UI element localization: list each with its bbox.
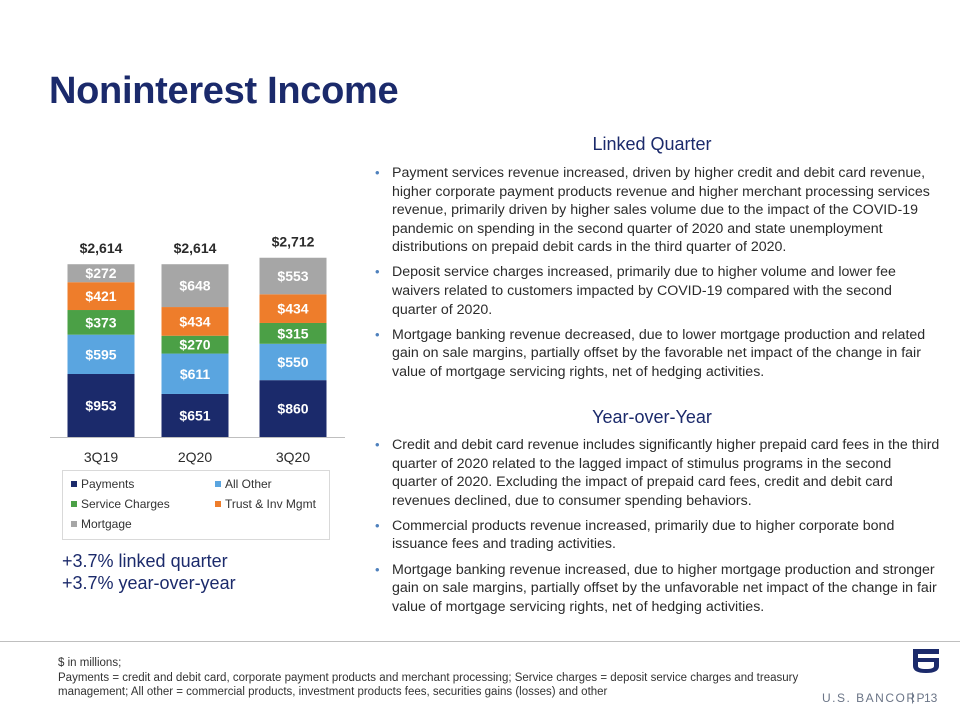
bar-total-label: $2,614 <box>80 240 123 256</box>
linked-quarter-bullet: • Payment services revenue increased, dri… <box>375 165 930 256</box>
legend-item: Trust & Inv Mgmt <box>215 497 316 511</box>
growth-summary: +3.7% linked quarter +3.7% year-over-yea… <box>62 550 236 594</box>
bar-value-label: $421 <box>85 288 116 304</box>
bar-segment-mortgage <box>67 264 135 283</box>
bar-segment-trust-inv-mgmt <box>259 294 327 323</box>
legend-swatch <box>71 501 77 507</box>
legend-swatch <box>71 521 77 527</box>
growth-year-over-year: +3.7% year-over-year <box>62 573 236 593</box>
bar-value-label: $651 <box>179 407 210 423</box>
brand-name: U.S. BANCORP <box>822 691 927 705</box>
bar-value-label: $953 <box>85 398 116 414</box>
footer-divider <box>0 641 960 642</box>
legend-label: Mortgage <box>81 517 132 531</box>
bar-total-label: $2,614 <box>174 240 217 256</box>
bullet-dot-icon: • <box>375 326 380 342</box>
footnote-definitions: Payments = credit and debit card, corpor… <box>58 671 799 699</box>
legend-label: All Other <box>225 477 272 491</box>
legend-swatch <box>71 481 77 487</box>
bullet-dot-icon: • <box>375 437 380 452</box>
bar-segment-mortgage <box>161 264 229 308</box>
bar-segment-payments <box>161 393 229 437</box>
bullet-dot-icon: • <box>375 264 380 280</box>
linked-quarter-bullets: • Payment services revenue increased, dri… <box>372 164 940 388</box>
legend-swatch <box>215 481 221 487</box>
year-over-year-bullet: • Mortgage banking revenue increased, due… <box>375 561 937 615</box>
bar-segment-service-charges <box>67 310 135 335</box>
year-over-year-heading: Year-over-Year <box>592 407 712 427</box>
x-tick-label: 2Q20 <box>178 449 212 465</box>
bar-segment-all-other <box>161 353 229 394</box>
year-over-year-bullet: • Commercial products revenue increased, … <box>375 517 895 553</box>
bullet-dot-icon: • <box>375 517 380 533</box>
bar-value-label: $648 <box>179 278 210 294</box>
legend-item: Mortgage <box>71 517 132 531</box>
footnote: $ in millions; Payments = credit and deb… <box>58 656 838 700</box>
bar-segment-payments <box>67 374 135 437</box>
bullet-dot-icon: • <box>375 165 380 180</box>
bar-value-label: $272 <box>85 265 116 281</box>
bar-value-label: $550 <box>277 354 308 370</box>
legend-label: Trust & Inv Mgmt <box>225 497 316 511</box>
bar-segment-all-other <box>259 343 327 381</box>
linked-quarter-bullet: • Deposit service charges increased, prim… <box>375 264 896 318</box>
legend-label: Payments <box>81 477 135 491</box>
footer-separator: | <box>911 690 915 704</box>
bar-segment-trust-inv-mgmt <box>67 282 135 311</box>
bar-value-label: $434 <box>277 301 308 317</box>
bar-segment-mortgage <box>259 257 327 295</box>
year-over-year-bullets: • Credit and debit card revenue includes … <box>372 436 940 623</box>
legend-item: All Other <box>215 477 272 491</box>
bar-total-label: $2,712 <box>272 234 315 250</box>
bar-value-label: $860 <box>277 401 308 417</box>
linked-quarter-heading: Linked Quarter <box>592 134 712 154</box>
bar-segment-service-charges <box>259 322 327 344</box>
legend-item: Payments <box>71 477 134 491</box>
bar-value-label: $434 <box>179 313 210 329</box>
growth-linked-quarter: +3.7% linked quarter <box>62 551 228 571</box>
bar-value-label: $315 <box>277 325 308 341</box>
bar-value-label: $595 <box>85 346 116 362</box>
bar-segment-all-other <box>67 334 135 375</box>
legend-swatch <box>215 501 221 507</box>
chart-legend: Payments All Other Service Charges Trust & … <box>62 470 330 540</box>
bar-value-label: $373 <box>85 314 116 330</box>
bar-segment-service-charges <box>161 335 229 354</box>
x-tick-label: 3Q19 <box>84 449 118 465</box>
bar-segment-trust-inv-mgmt <box>161 307 229 336</box>
bullet-dot-icon: • <box>375 561 380 577</box>
legend-item: Service Charges <box>71 497 170 511</box>
year-over-year-bullet: • Credit and debit card revenue includes … <box>375 437 940 509</box>
x-tick-label: 3Q20 <box>276 449 310 465</box>
bar-segment-payments <box>259 380 327 437</box>
chart-svg: $953 $595 $373 $421 $272 $2,614 3Q19 $651 $611 $2… <box>50 234 345 465</box>
stacked-bar-chart: $953 $595 $373 $421 $272 $2,614 3Q19 $651 $611 $2… <box>40 125 350 545</box>
footnote-units: $ in millions; <box>58 657 122 669</box>
bar-value-label: $270 <box>179 337 210 353</box>
page-title: Noninterest Income <box>49 70 399 112</box>
linked-quarter-bullet: • Mortgage banking revenue decreased, due… <box>375 326 926 380</box>
bar-value-label: $611 <box>180 366 211 382</box>
page-number: 13 <box>924 691 938 705</box>
usbank-shield-logo-icon <box>913 649 939 673</box>
bar-value-label: $553 <box>277 268 308 284</box>
legend-label: Service Charges <box>81 497 170 511</box>
